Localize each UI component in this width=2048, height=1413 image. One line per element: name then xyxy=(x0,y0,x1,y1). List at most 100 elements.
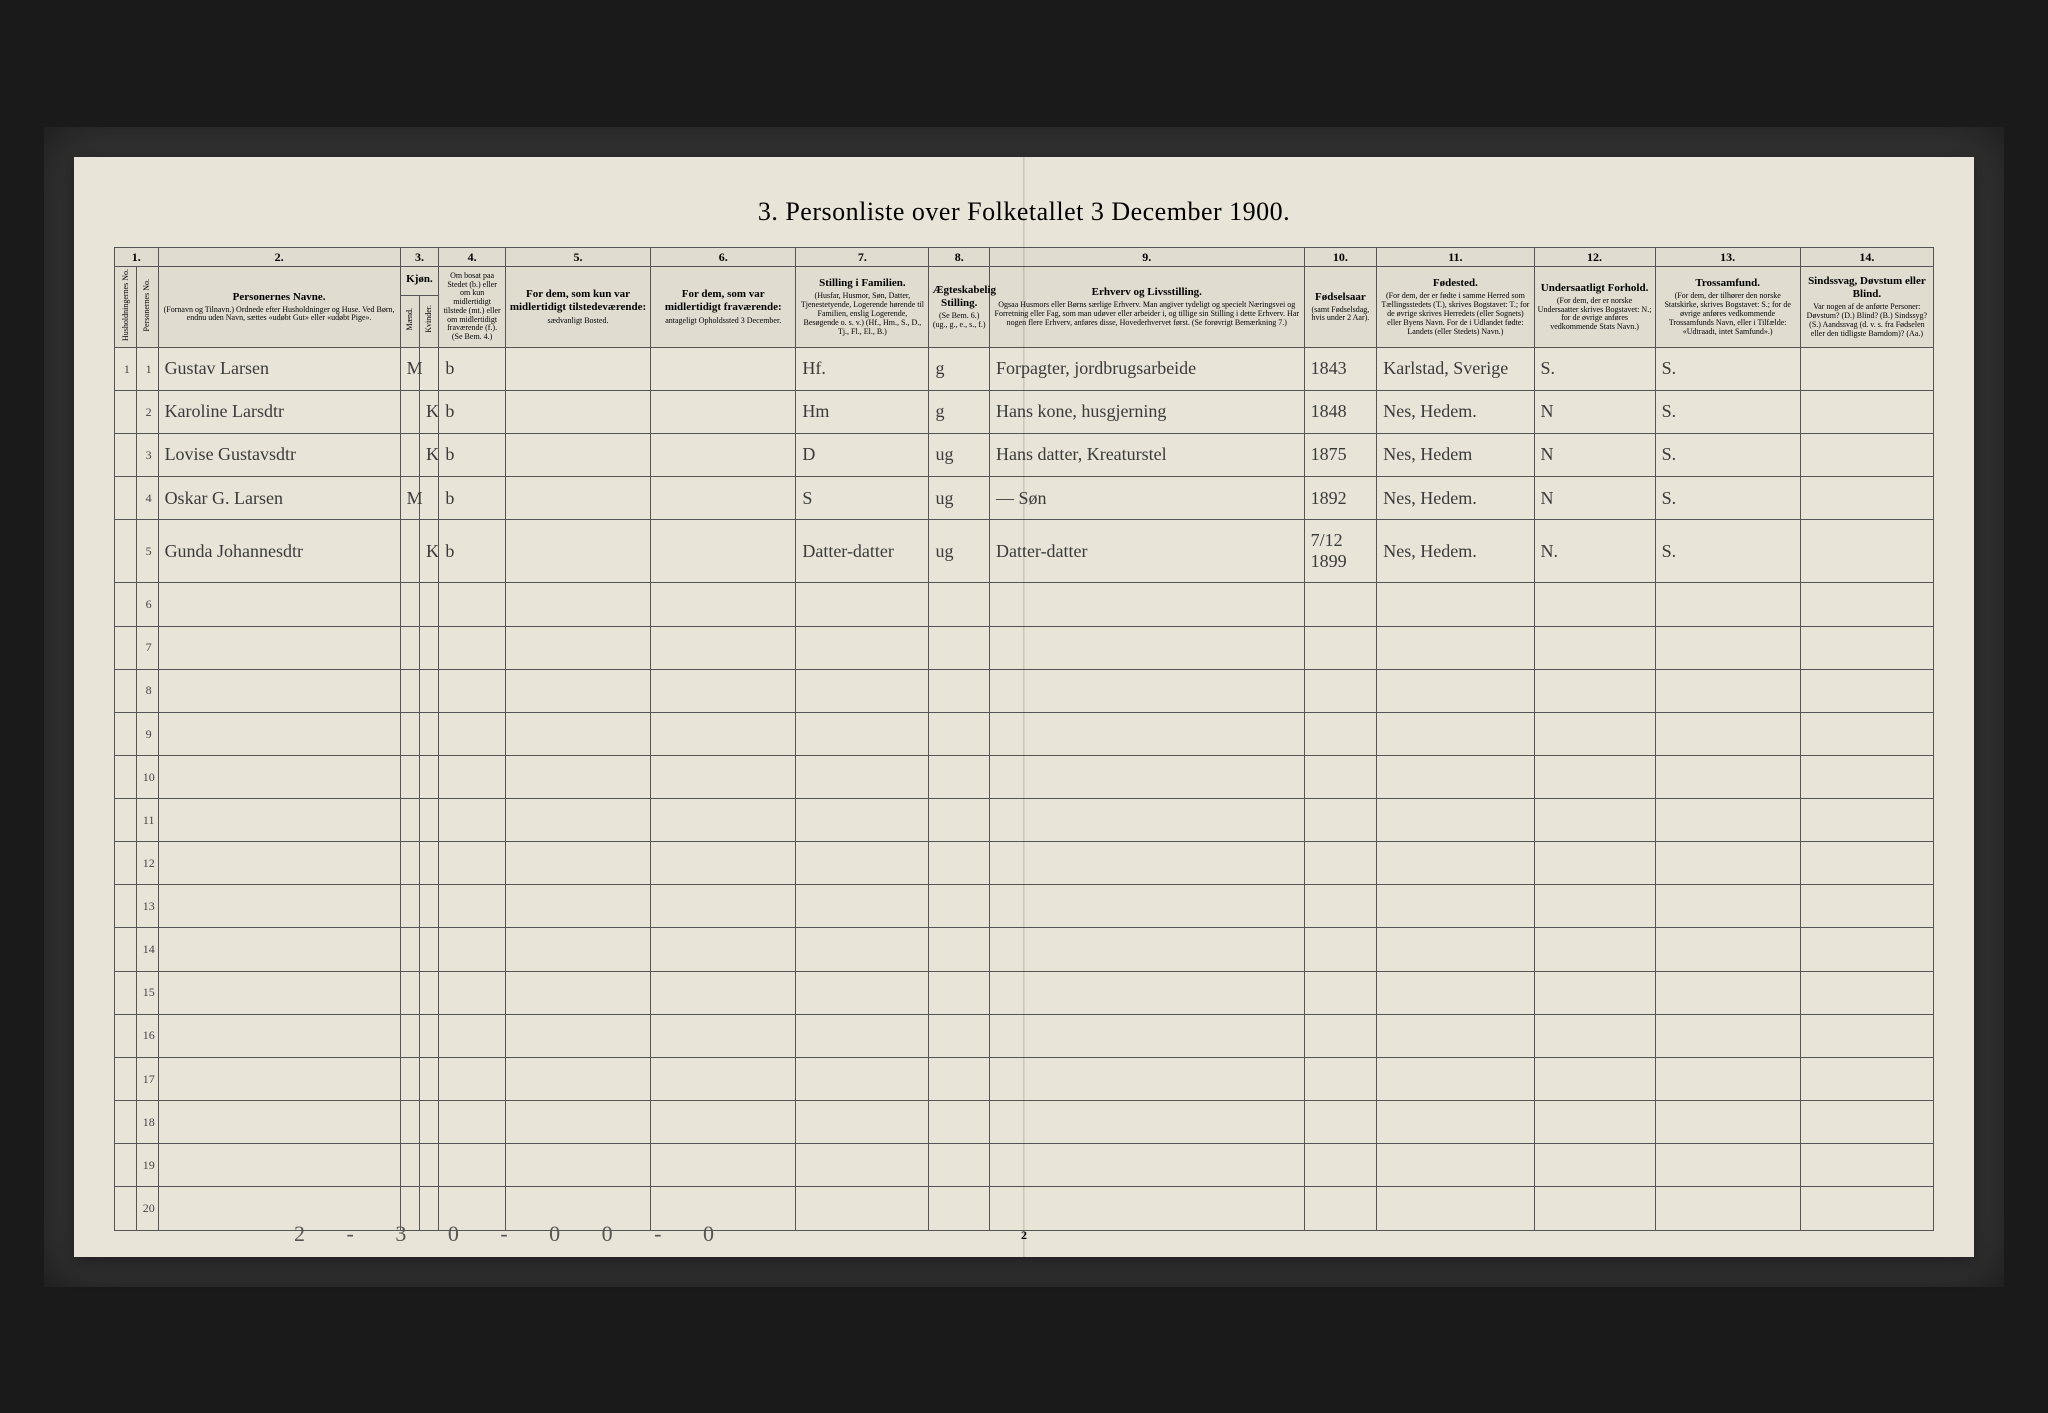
cell-person-no: 15 xyxy=(136,971,158,1014)
cell-empty xyxy=(1800,712,1933,755)
cell-empty xyxy=(651,712,796,755)
cell-empty xyxy=(1534,626,1655,669)
cell-empty xyxy=(1655,971,1800,1014)
cell-empty xyxy=(158,669,400,712)
cell-empty xyxy=(796,583,929,626)
cell-empty xyxy=(1534,1057,1655,1100)
cell-empty xyxy=(158,626,400,669)
footer-handwriting: 2 - 3 0 - 0 0 - 0 xyxy=(294,1221,732,1247)
cell-empty xyxy=(158,885,400,928)
cell-empty xyxy=(419,583,438,626)
cell-empty xyxy=(651,1100,796,1143)
cell-empty xyxy=(929,583,990,626)
cell-religion: S. xyxy=(1655,434,1800,477)
cell-household-no xyxy=(115,971,137,1014)
cell-empty xyxy=(1377,1057,1534,1100)
cell-empty xyxy=(1377,799,1534,842)
cell-disability xyxy=(1800,391,1933,434)
cell-empty xyxy=(989,626,1304,669)
cell-empty xyxy=(651,583,796,626)
cell-empty xyxy=(1800,1187,1933,1230)
cell-empty xyxy=(505,1144,650,1187)
cell-empty xyxy=(989,755,1304,798)
cell-empty xyxy=(989,842,1304,885)
cell-household-no xyxy=(115,477,137,520)
col-9-num: 9. xyxy=(989,247,1304,266)
cell-empty xyxy=(419,799,438,842)
col-2-header: Personernes Navne. (Fornavn og Tilnavn.)… xyxy=(158,266,400,347)
cell-empty xyxy=(651,755,796,798)
cell-nationality: N xyxy=(1534,434,1655,477)
cell-empty xyxy=(1377,755,1534,798)
cell-empty xyxy=(505,971,650,1014)
cell-empty xyxy=(1534,1014,1655,1057)
cell-empty xyxy=(1534,755,1655,798)
cell-family-pos: Datter-datter xyxy=(796,520,929,583)
cell-empty xyxy=(1377,669,1534,712)
cell-marital: g xyxy=(929,347,990,390)
cell-empty xyxy=(419,626,438,669)
cell-empty xyxy=(1377,842,1534,885)
cell-person-no: 9 xyxy=(136,712,158,755)
cell-empty xyxy=(1304,885,1377,928)
cell-birthyear: 1843 xyxy=(1304,347,1377,390)
cell-c5 xyxy=(505,434,650,477)
cell-empty xyxy=(989,885,1304,928)
cell-empty xyxy=(158,1100,400,1143)
col-4-num: 4. xyxy=(439,247,506,266)
cell-sex-k: K xyxy=(419,434,438,477)
cell-c6 xyxy=(651,477,796,520)
cell-residence: b xyxy=(439,347,506,390)
cell-empty xyxy=(929,885,990,928)
cell-empty xyxy=(1655,626,1800,669)
cell-empty xyxy=(158,1014,400,1057)
cell-name: Karoline Larsdtr xyxy=(158,391,400,434)
cell-occupation: Hans kone, husgjerning xyxy=(989,391,1304,434)
cell-empty xyxy=(1800,1014,1933,1057)
cell-empty xyxy=(400,1057,419,1100)
cell-empty xyxy=(1655,1144,1800,1187)
cell-household-no xyxy=(115,669,137,712)
cell-empty xyxy=(929,842,990,885)
cell-empty xyxy=(796,1187,929,1230)
cell-empty xyxy=(1534,669,1655,712)
cell-birthyear: 7/12 1899 xyxy=(1304,520,1377,583)
cell-household-no xyxy=(115,712,137,755)
cell-nationality: N. xyxy=(1534,520,1655,583)
col-6-num: 6. xyxy=(651,247,796,266)
scan-frame: 3. Personliste over Folketallet 3 Decemb… xyxy=(44,127,2004,1287)
cell-empty xyxy=(505,1100,650,1143)
cell-birthplace: Nes, Hedem xyxy=(1377,434,1534,477)
cell-sex-k: K xyxy=(419,391,438,434)
cell-empty xyxy=(505,712,650,755)
cell-empty xyxy=(505,842,650,885)
cell-household-no xyxy=(115,885,137,928)
cell-empty xyxy=(989,669,1304,712)
cell-empty xyxy=(796,1014,929,1057)
cell-empty xyxy=(989,928,1304,971)
cell-empty xyxy=(1304,1014,1377,1057)
cell-empty xyxy=(989,799,1304,842)
cell-empty xyxy=(989,971,1304,1014)
cell-occupation: Datter-datter xyxy=(989,520,1304,583)
cell-empty xyxy=(439,755,506,798)
cell-empty xyxy=(439,669,506,712)
cell-person-no: 2 xyxy=(136,391,158,434)
cell-empty xyxy=(439,799,506,842)
cell-empty xyxy=(1655,1014,1800,1057)
cell-empty xyxy=(1655,799,1800,842)
cell-empty xyxy=(1304,928,1377,971)
cell-empty xyxy=(796,1144,929,1187)
cell-empty xyxy=(989,712,1304,755)
cell-empty xyxy=(158,1144,400,1187)
cell-empty xyxy=(1304,1057,1377,1100)
cell-empty xyxy=(158,1057,400,1100)
cell-empty xyxy=(419,712,438,755)
cell-empty xyxy=(651,842,796,885)
cell-empty xyxy=(158,799,400,842)
cell-household-no xyxy=(115,391,137,434)
cell-c6 xyxy=(651,434,796,477)
col-6-header: For dem, som var midlertidigt fraværende… xyxy=(651,266,796,347)
cell-empty xyxy=(439,1100,506,1143)
cell-name: Oskar G. Larsen xyxy=(158,477,400,520)
